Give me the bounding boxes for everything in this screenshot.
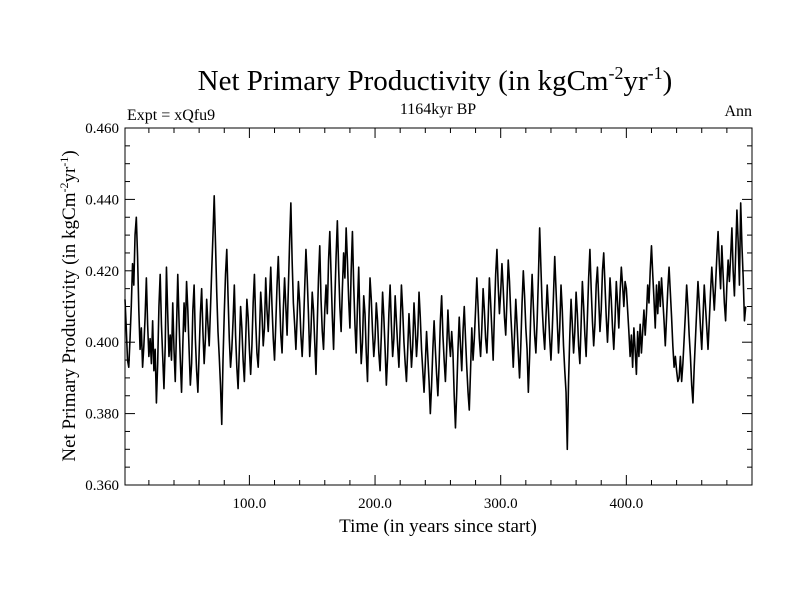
x-axis-label: Time (in years since start) [339,516,537,537]
subtitle-right: Ann [724,103,752,120]
y-tick-label: 0.400 [85,335,119,351]
series-group [124,195,747,451]
x-tick-label: 300.0 [484,496,518,512]
x-tick-label: 200.0 [358,496,392,512]
axis-ticks [125,127,752,486]
plot-frame [124,127,753,486]
y-tick-label: 0.380 [85,407,119,423]
x-tick-label: 400.0 [609,496,643,512]
axis-tick-labels: 100.0 200.0 300.0 400.0 0.360 0.380 0.400 0.420… [85,121,643,512]
y-tick-label: 0.360 [85,478,119,494]
y-axis-label: Net Primary Productivity (in kgCm-2yr-1) [57,150,80,461]
y-tick-label: 0.420 [85,264,119,280]
y-tick-label: 0.460 [85,121,119,137]
y-tick-label: 0.440 [85,192,119,208]
npp-series-line [124,195,747,451]
subtitle-center: 1164kyr BP [400,101,476,118]
x-tick-label: 100.0 [233,496,267,512]
subtitle-left: Expt = xQfu9 [127,107,215,124]
chart-title: Net Primary Productivity (in kgCm-2yr-1) [198,63,673,97]
